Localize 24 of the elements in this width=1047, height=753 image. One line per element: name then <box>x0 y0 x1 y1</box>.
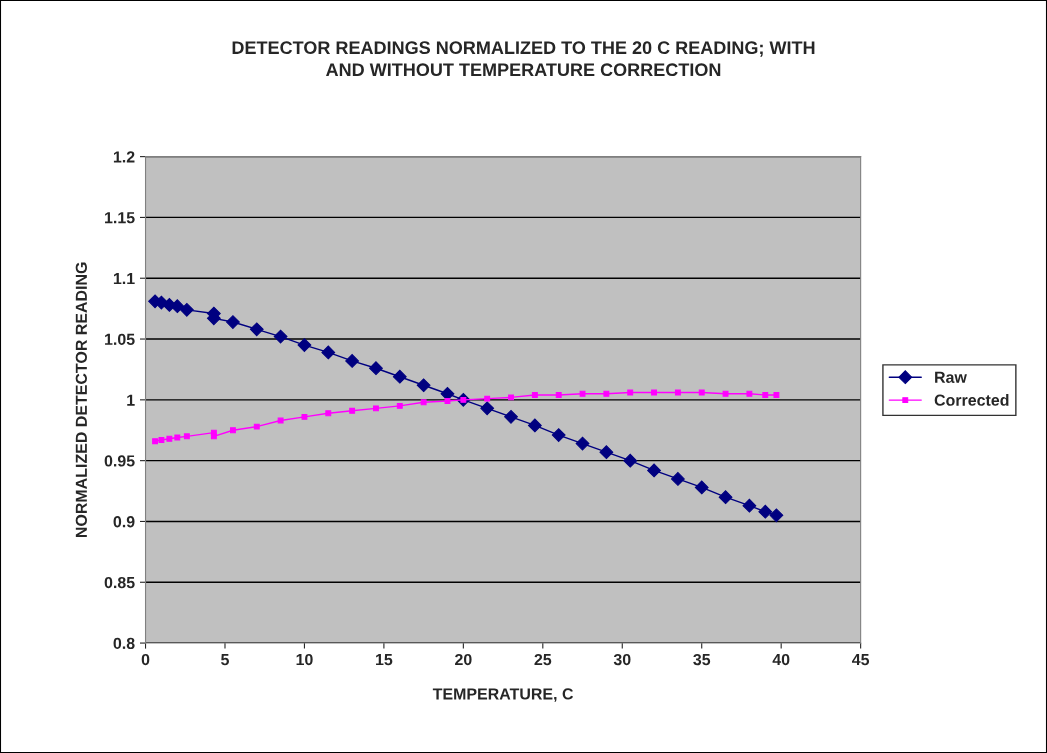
y-tick-label: 0.8 <box>113 637 135 650</box>
x-tick-label: 5 <box>221 654 229 666</box>
y-tick-label: 1.15 <box>105 212 135 224</box>
y-tick-label: 1.2 <box>113 151 135 163</box>
y-tick-label: 0.95 <box>104 455 135 467</box>
x-tick-label: 40 <box>772 653 790 666</box>
x-tick-label: 15 <box>376 654 393 666</box>
x-axis-title: TEMPERATURE, C <box>432 688 574 702</box>
y-axis-title: NORMALIZED DETECTOR READING <box>75 262 87 538</box>
x-tick-label: 30 <box>613 653 631 666</box>
x-tick-label: 0 <box>141 653 150 666</box>
y-tick-label: 1.1 <box>113 273 135 285</box>
x-tick-label: 10 <box>296 653 313 666</box>
chart-title: DETECTOR READINGS NORMALIZED TO THE 20 C READING; WITH AND WITHOUT TEMPERATURE CORRECTION <box>232 41 815 77</box>
x-tick-label: 45 <box>851 654 870 666</box>
y-tick-label: 0.85 <box>104 576 135 589</box>
x-tick-label: 20 <box>455 653 472 666</box>
y-tick-label: 0.9 <box>113 516 135 528</box>
y-tick-label: 1.05 <box>105 333 135 345</box>
x-tick-label: 35 <box>693 653 711 666</box>
legend-label: Corrected <box>934 394 1009 406</box>
y-tick-label: 1 <box>127 394 135 406</box>
x-tick-label: 25 <box>534 653 552 666</box>
legend-label: Raw <box>935 371 967 383</box>
